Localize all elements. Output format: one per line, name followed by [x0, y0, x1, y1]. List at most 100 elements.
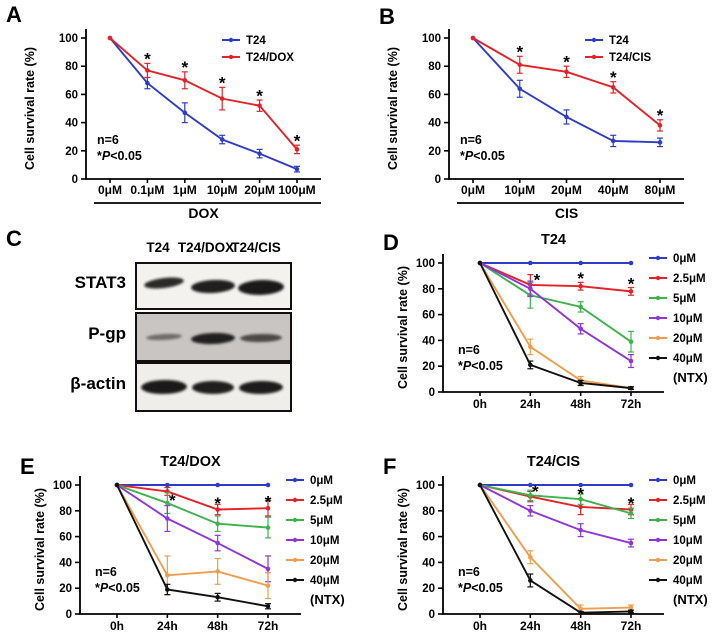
svg-text:*: *: [294, 132, 301, 151]
svg-text:*: *: [577, 485, 584, 504]
svg-text:40μM: 40μM: [598, 183, 629, 197]
svg-text:40μM: 40μM: [310, 575, 339, 587]
blot-row-label: P-gp: [88, 324, 126, 343]
svg-text:80μM: 80μM: [645, 183, 676, 197]
svg-text:T24: T24: [541, 232, 566, 248]
svg-text:2.5μM: 2.5μM: [673, 273, 706, 285]
panel-a-letter: A: [6, 2, 22, 27]
blot-band: [190, 278, 236, 294]
svg-text:60: 60: [422, 532, 435, 544]
svg-text:n=6: n=6: [97, 133, 119, 147]
blot-row-label: STAT3: [74, 273, 126, 292]
svg-text:72h: 72h: [621, 397, 642, 411]
blot-box: [135, 362, 292, 412]
svg-text:40μM: 40μM: [673, 353, 702, 365]
blot-lane-header: T24: [146, 240, 170, 255]
svg-text:2.5μM: 2.5μM: [310, 495, 343, 507]
svg-text:48h: 48h: [207, 619, 228, 633]
svg-text:72h: 72h: [621, 619, 642, 633]
svg-text:Cell survival rate (%): Cell survival rate (%): [396, 266, 410, 389]
svg-text:48h: 48h: [570, 397, 591, 411]
svg-text:0μM: 0μM: [461, 183, 485, 197]
svg-text:40: 40: [428, 118, 441, 130]
svg-text:T24/DOX: T24/DOX: [246, 52, 294, 64]
svg-text:Cell survival rate (%): Cell survival rate (%): [23, 47, 37, 170]
panel-b: B 0 20 40 60 80 100 0μM 10μM 20μM 40μM 80μM Cell su…: [363, 0, 726, 220]
svg-text:0: 0: [435, 174, 441, 186]
blot-band: [192, 380, 234, 394]
svg-text:80: 80: [422, 284, 435, 296]
svg-text:5μM: 5μM: [673, 515, 696, 527]
svg-text:n=6: n=6: [458, 565, 480, 579]
svg-text:5μM: 5μM: [673, 293, 696, 305]
blot-lane-header: T24/DOX: [177, 240, 235, 255]
svg-text:80: 80: [422, 506, 435, 518]
svg-text:20μM: 20μM: [673, 555, 702, 567]
svg-text:72h: 72h: [258, 619, 279, 633]
svg-text:0.1μM: 0.1μM: [130, 183, 164, 197]
svg-text:24h: 24h: [520, 619, 541, 633]
svg-text:60: 60: [428, 89, 441, 101]
svg-text:20μM: 20μM: [310, 555, 339, 567]
svg-text:*: *: [534, 270, 541, 289]
svg-text:*: *: [265, 492, 272, 511]
svg-text:CIS: CIS: [555, 205, 578, 220]
svg-text:60: 60: [59, 532, 72, 544]
svg-text:20: 20: [428, 146, 441, 158]
svg-text:*P<0.05: *P<0.05: [95, 581, 140, 595]
svg-text:40μM: 40μM: [673, 575, 702, 587]
svg-text:n=6: n=6: [458, 343, 480, 357]
panel-d: D 0 20 40 60 80 100 0h 24h 48h 72h Cell survival r…: [363, 220, 726, 430]
svg-text:0: 0: [429, 609, 435, 621]
svg-text:*: *: [563, 53, 570, 72]
svg-text:0: 0: [66, 609, 72, 621]
svg-text:(NTX): (NTX): [673, 592, 708, 607]
svg-text:*P<0.05: *P<0.05: [458, 359, 503, 373]
svg-text:DOX: DOX: [188, 205, 219, 220]
panel-e-chart: 0 20 40 60 80 100 0h 24h 48h 72h Cell survival rat…: [0, 430, 363, 638]
svg-text:100μM: 100μM: [278, 183, 315, 197]
svg-text:20μM: 20μM: [551, 183, 582, 197]
svg-text:100: 100: [59, 33, 78, 45]
blot-band: [239, 333, 283, 343]
panel-f-chart: 0 20 40 60 80 100 0h 24h 48h 72h Cell survival rat…: [363, 430, 726, 638]
blot-band: [140, 379, 188, 395]
svg-text:*: *: [628, 494, 635, 513]
svg-text:10μM: 10μM: [310, 535, 339, 547]
svg-text:*P<0.05: *P<0.05: [97, 149, 142, 163]
svg-text:48h: 48h: [570, 619, 591, 633]
panel-b-chart: 0 20 40 60 80 100 0μM 10μM 20μM 40μM 80μM Cell surv…: [363, 0, 726, 220]
svg-text:60: 60: [65, 89, 78, 101]
svg-text:*: *: [256, 86, 263, 105]
svg-text:2.5μM: 2.5μM: [673, 495, 706, 507]
svg-text:10μM: 10μM: [207, 183, 238, 197]
svg-text:(NTX): (NTX): [310, 592, 345, 607]
blot-band: [238, 380, 284, 394]
svg-text:40: 40: [59, 557, 72, 569]
svg-text:100: 100: [416, 480, 435, 492]
blot-band: [143, 275, 185, 291]
svg-text:100: 100: [416, 258, 435, 270]
svg-text:0: 0: [72, 174, 78, 186]
svg-text:20: 20: [422, 361, 435, 373]
svg-text:0μM: 0μM: [98, 183, 122, 197]
blot-box: [135, 262, 292, 310]
svg-text:10μM: 10μM: [504, 183, 535, 197]
svg-text:20: 20: [422, 583, 435, 595]
svg-text:T24: T24: [246, 35, 266, 47]
svg-text:0h: 0h: [473, 397, 487, 411]
panel-d-letter: D: [383, 230, 399, 255]
svg-text:20: 20: [65, 146, 78, 158]
svg-text:T24/DOX: T24/DOX: [160, 454, 221, 470]
panel-c-letter: C: [6, 226, 22, 251]
svg-text:*: *: [144, 50, 151, 69]
panel-a: A 0 20 40 60 80 100 0μM 0.1μM 1μM 10μM 20μM 100μM Ce…: [0, 0, 363, 220]
svg-text:*: *: [657, 106, 664, 125]
svg-text:0h: 0h: [110, 619, 124, 633]
svg-text:*: *: [181, 58, 188, 77]
svg-text:*: *: [169, 491, 176, 510]
svg-text:Cell survival rate (%): Cell survival rate (%): [386, 47, 400, 170]
svg-text:5μM: 5μM: [310, 515, 333, 527]
svg-text:40: 40: [65, 118, 78, 130]
svg-text:T24/CIS: T24/CIS: [609, 52, 652, 64]
